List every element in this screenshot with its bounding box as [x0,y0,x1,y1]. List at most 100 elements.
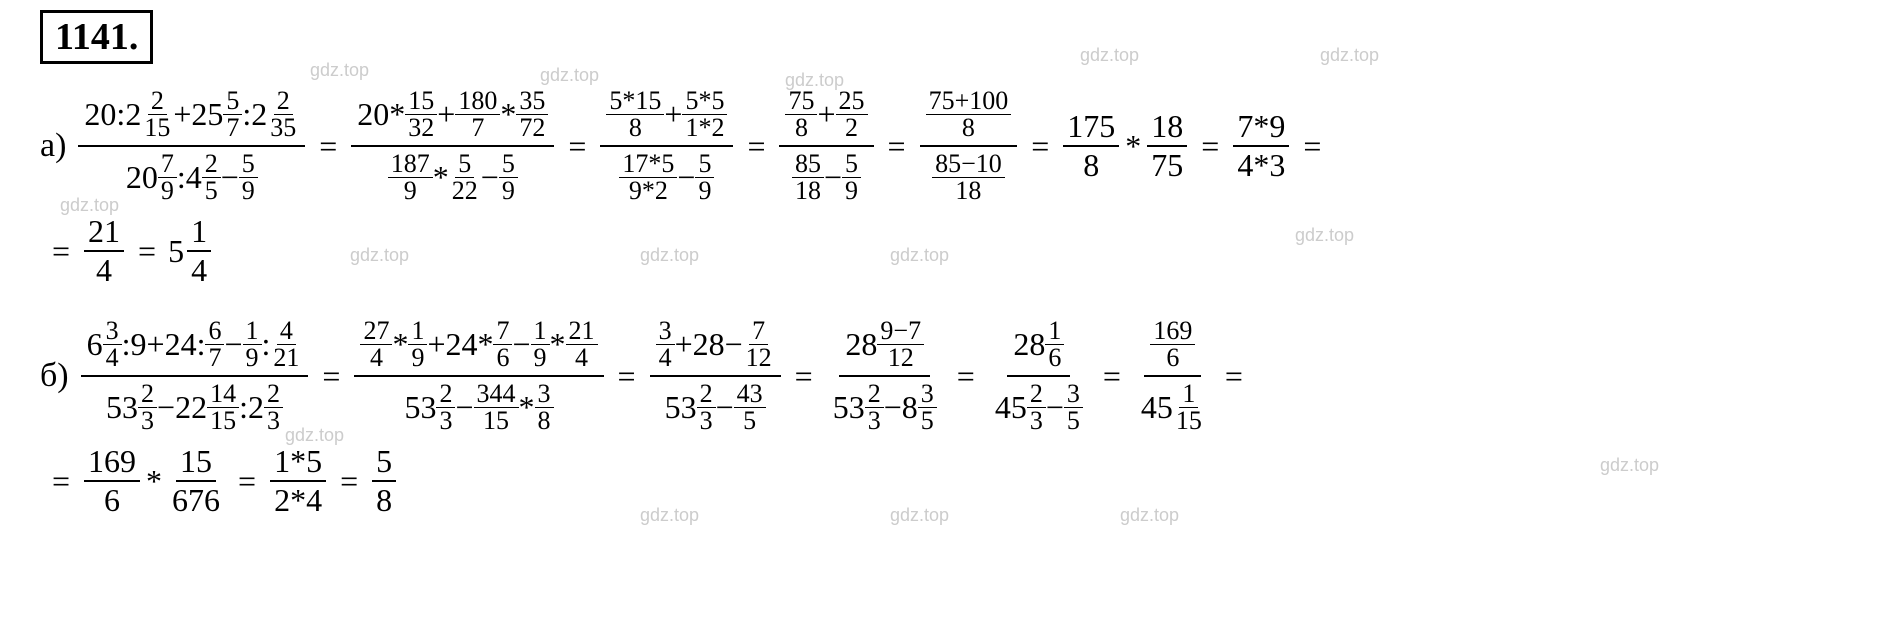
int: 5 [168,233,184,270]
fraction: 21 4 [84,213,124,289]
text: :9+24: [122,326,206,363]
num: 175 [1063,108,1119,147]
fraction: 7*9 4*3 [1233,108,1289,184]
num: 25 [836,88,868,115]
op: + [173,96,191,133]
den: 4*3 [1233,147,1289,184]
den: 35 [267,115,299,141]
den: 3 [697,408,716,434]
den: 8 [959,115,978,141]
op: − [716,389,734,426]
den: 7 [468,115,487,141]
label-b: б) [40,357,69,395]
den: 18 [952,178,984,204]
den: 8 [1079,147,1103,184]
text: 20 [126,159,158,196]
text: 28 [845,326,877,363]
fraction: 274 * 19 +24* 76 − 19 * 214 53 23 − 3441… [354,314,603,438]
den: 15 [1173,408,1205,434]
num: 21 [84,213,124,252]
num: 6 [205,318,224,345]
num: 5 [499,151,518,178]
label-a: а) [40,127,66,165]
op: + [817,96,835,133]
fraction: 20* 1532 + 1807 * 3572 1879 * 522 − 59 [351,84,554,208]
text: 53 [404,389,436,426]
text: * [500,96,516,133]
den: 3 [436,408,455,434]
den: 6 [1045,345,1064,371]
num: 3 [103,318,122,345]
num: 2 [138,381,157,408]
num: 2 [697,381,716,408]
den: 1*2 [682,115,727,141]
den: 9*2 [626,178,671,204]
num: 1 [531,318,550,345]
equals: = [795,358,813,395]
den: 9 [408,345,427,371]
text: 28 [1013,326,1045,363]
part-b-line2: = 169 6 * 15 676 = 1*5 2*4 = 5 8 [40,443,1837,519]
den: 4 [572,345,591,371]
text: 45 [1141,389,1173,426]
op: + [437,96,455,133]
den: 9 [239,178,258,204]
num: 3 [918,381,937,408]
num: 15 [176,443,216,482]
num: 75 [785,88,817,115]
equals: = [618,358,636,395]
equals: = [1103,358,1121,395]
op: − [512,326,530,363]
num: 5 [239,151,258,178]
den: 2*4 [270,482,326,519]
num: 180 [455,88,500,115]
text: 53 [833,389,865,426]
num: 5 [695,151,714,178]
den: 8 [626,115,645,141]
text: +24* [427,326,493,363]
equals: = [52,463,70,500]
equals: = [957,358,975,395]
num: 7 [749,318,768,345]
num: 169 [84,443,140,482]
fraction: 28 16 45 23 − 35 [989,314,1089,438]
fraction: 1696 45 115 [1135,314,1211,438]
mixed-number: 5 1 4 [168,213,213,289]
op: − [824,159,842,196]
den: 12 [885,345,917,371]
op: − [224,326,242,363]
num: 2 [148,88,167,115]
den: 9 [401,178,420,204]
den: 8 [792,115,811,141]
den: 3 [1027,408,1046,434]
den: 2 [842,115,861,141]
text: 53 [106,389,138,426]
num: 1 [408,318,427,345]
den: 15 [480,408,512,434]
num: 344 [474,381,519,408]
num: 15 [405,88,437,115]
den: 7 [205,345,224,371]
num: 2 [202,151,221,178]
text: 6 [87,326,103,363]
part-a-line1: а) 20:2 215 + 25 57 :2 235 20 79 :4 25 −… [40,84,1837,208]
num: 2 [436,381,455,408]
den: 4 [367,345,386,371]
watermark: gdz.top [310,60,369,81]
text: 25 [191,96,223,133]
equals: = [1031,128,1049,165]
den: 72 [516,115,548,141]
den: 6 [100,482,124,519]
den: 12 [743,345,775,371]
watermark: gdz.top [540,65,599,86]
fraction: 75+1008 85−1018 [920,84,1018,208]
num: 1 [243,318,262,345]
num: 43 [734,381,766,408]
watermark: gdz.top [1320,45,1379,66]
text: * [519,389,535,426]
equals: = [1201,128,1219,165]
num: 1 [187,213,211,252]
op: − [481,159,499,196]
equals: = [1303,128,1321,165]
text: +28− [675,326,743,363]
